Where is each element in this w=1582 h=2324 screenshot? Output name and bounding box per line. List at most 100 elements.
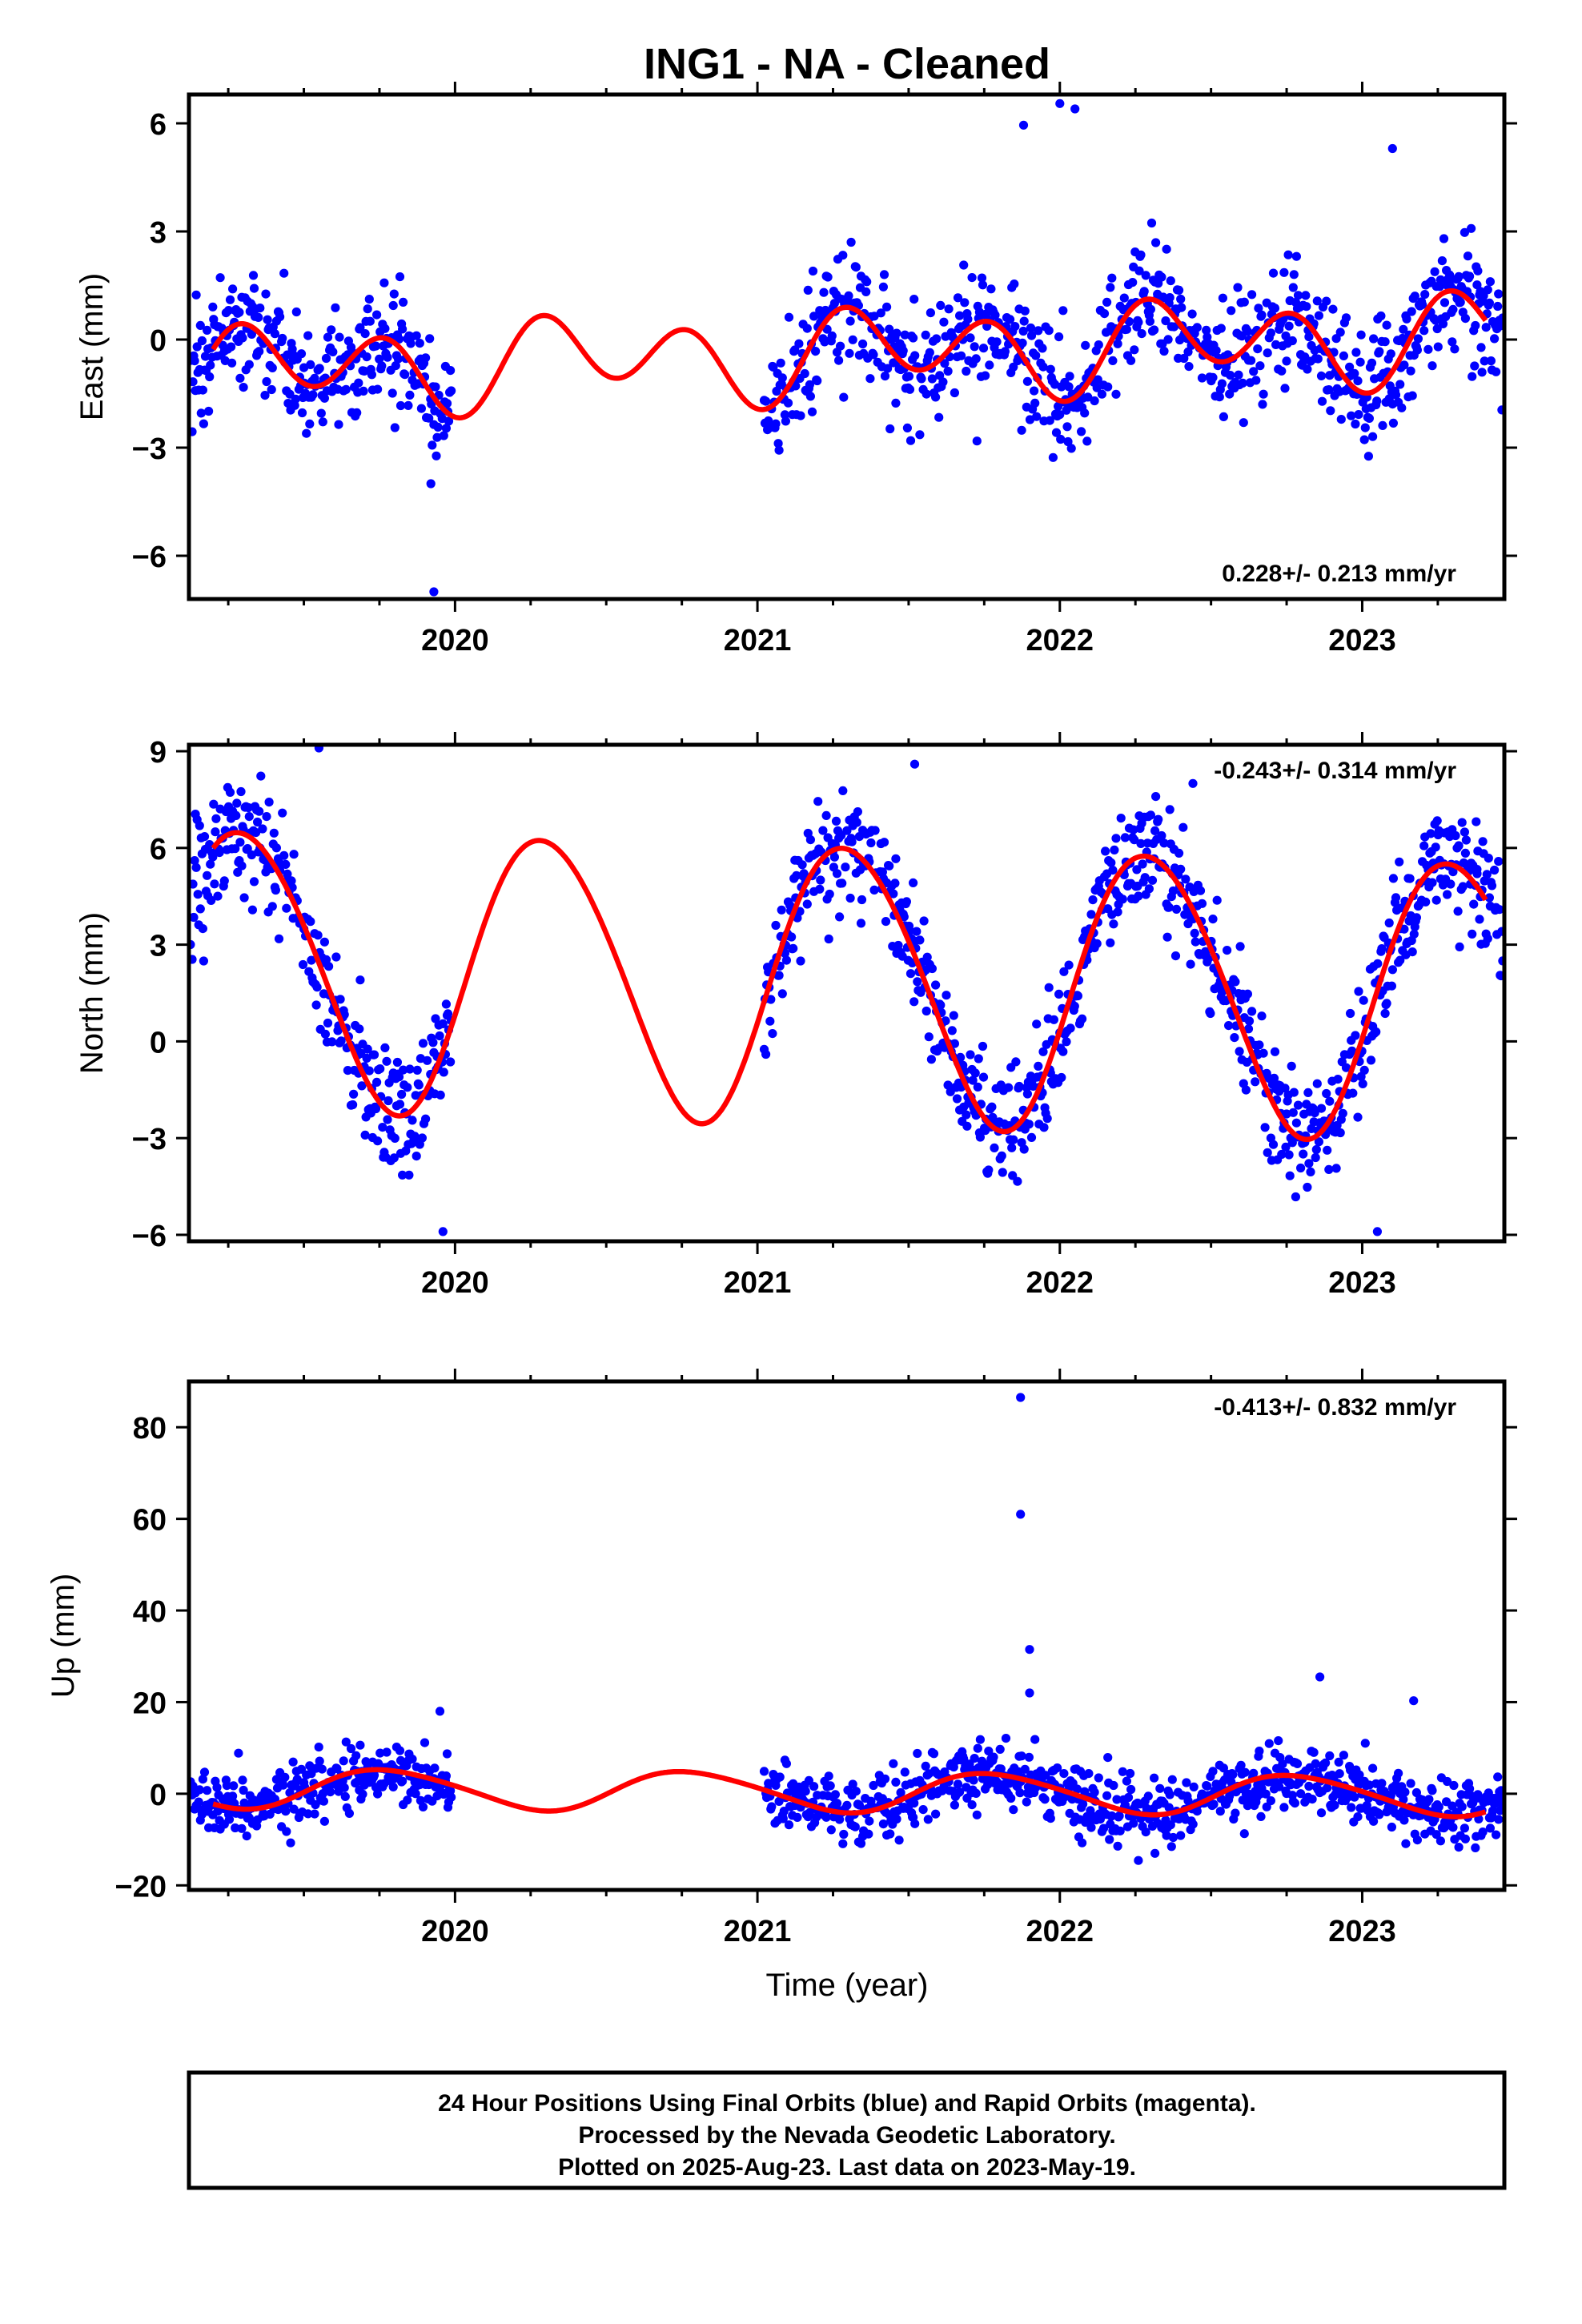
north-data-point	[1426, 829, 1435, 838]
north-data-point	[1475, 915, 1484, 924]
north-data-point	[1168, 886, 1178, 896]
east-data-point	[970, 342, 979, 352]
up-data-point	[1488, 1806, 1498, 1815]
east-data-point	[1018, 338, 1027, 348]
east-data-point	[1006, 315, 1015, 324]
north-data-point	[1461, 835, 1471, 845]
north-data-point	[1206, 1008, 1215, 1019]
up-data-point	[1024, 1752, 1034, 1762]
up-data-point	[1290, 1799, 1299, 1808]
north-data-point	[1303, 1088, 1313, 1097]
east-y-tick-label: −3	[132, 432, 167, 466]
north-data-point	[973, 1082, 982, 1092]
east-data-point	[275, 312, 285, 322]
up-data-point	[1078, 1838, 1087, 1848]
north-data-point	[369, 1050, 379, 1059]
east-data-point	[1289, 270, 1299, 279]
east-data-point	[191, 290, 201, 300]
north-data-point	[1311, 1144, 1321, 1155]
east-data-point	[1216, 324, 1226, 333]
north-data-point	[206, 859, 215, 869]
north-data-point	[1039, 1123, 1049, 1132]
east-data-point	[442, 399, 452, 408]
up-data-point	[231, 1823, 240, 1833]
north-data-point	[438, 1019, 448, 1028]
north-data-point	[1366, 1055, 1376, 1065]
up-data-point	[838, 1839, 848, 1848]
east-data-point	[774, 445, 784, 455]
north-data-point	[383, 1115, 392, 1124]
up-data-point	[989, 1752, 998, 1762]
up-data-point	[222, 1781, 231, 1791]
north-data-point	[893, 940, 903, 951]
north-data-point	[1022, 1089, 1032, 1099]
up-data-point	[778, 1814, 788, 1823]
east-data-point	[805, 380, 815, 389]
up-data-point	[1225, 1791, 1235, 1801]
east-data-point	[892, 328, 901, 338]
east-data-point	[1360, 423, 1370, 432]
up-data-point	[1102, 1791, 1112, 1800]
east-data-point	[318, 417, 327, 427]
north-data-point	[1244, 1016, 1255, 1026]
north-data-point	[1354, 987, 1363, 996]
up-data-point	[1335, 1769, 1344, 1779]
east-data-point	[1099, 309, 1110, 319]
north-data-point	[813, 797, 823, 806]
east-data-point	[769, 362, 778, 372]
north-data-point	[1092, 939, 1102, 948]
footer-box	[187, 2070, 1507, 2190]
up-data-point	[804, 1775, 814, 1785]
north-data-point	[195, 821, 204, 830]
up-data-point	[1168, 1832, 1178, 1843]
north-data-point	[256, 771, 266, 781]
east-data-point	[879, 270, 889, 279]
east-data-point	[966, 333, 975, 343]
east-data-point	[1356, 330, 1366, 340]
up-data-point	[1112, 1795, 1122, 1804]
up-data-point	[1434, 1802, 1443, 1811]
up-data-point	[869, 1780, 878, 1791]
north-data-point	[231, 844, 240, 854]
north-data-point	[866, 838, 876, 848]
east-data-point	[960, 298, 970, 308]
north-data-point	[984, 1165, 994, 1175]
north-x-tick-label: 2021	[724, 1266, 792, 1300]
east-data-point	[429, 587, 439, 597]
east-data-point	[1128, 278, 1138, 287]
north-data-point	[1162, 932, 1172, 942]
east-data-point	[1108, 356, 1118, 365]
east-data-point	[412, 331, 421, 340]
up-data-point	[1020, 1764, 1030, 1774]
east-data-point	[1145, 316, 1154, 326]
east-data-point	[1249, 367, 1259, 376]
north-data-point	[364, 1066, 374, 1076]
north-data-point	[271, 885, 280, 895]
north-data-point	[1057, 1072, 1066, 1083]
east-data-point	[1122, 324, 1131, 334]
north-data-point	[428, 1038, 438, 1047]
north-data-point	[1108, 866, 1118, 875]
north-data-point	[311, 1000, 321, 1010]
up-data-point	[288, 1757, 298, 1767]
north-data-point	[211, 827, 220, 837]
east-data-point	[248, 271, 259, 280]
north-data-point	[1034, 1061, 1043, 1071]
up-data-point	[1339, 1751, 1348, 1760]
north-data-point	[845, 893, 855, 903]
north-data-point	[363, 1044, 372, 1054]
east-data-point	[845, 316, 855, 326]
east-data-point	[359, 386, 368, 396]
east-data-point	[305, 419, 315, 429]
east-data-point	[1471, 320, 1480, 331]
north-fit-line	[211, 830, 1488, 1143]
north-data-point	[1288, 1108, 1298, 1117]
up-data-point	[865, 1816, 874, 1826]
up-data-point	[801, 1787, 810, 1796]
east-data-point	[1303, 364, 1312, 374]
east-data-point	[1157, 272, 1166, 282]
east-data-point	[425, 334, 435, 344]
north-x-tick-label: 2022	[1026, 1266, 1094, 1300]
east-data-point	[1208, 372, 1218, 382]
north-data-point	[1338, 1108, 1347, 1118]
